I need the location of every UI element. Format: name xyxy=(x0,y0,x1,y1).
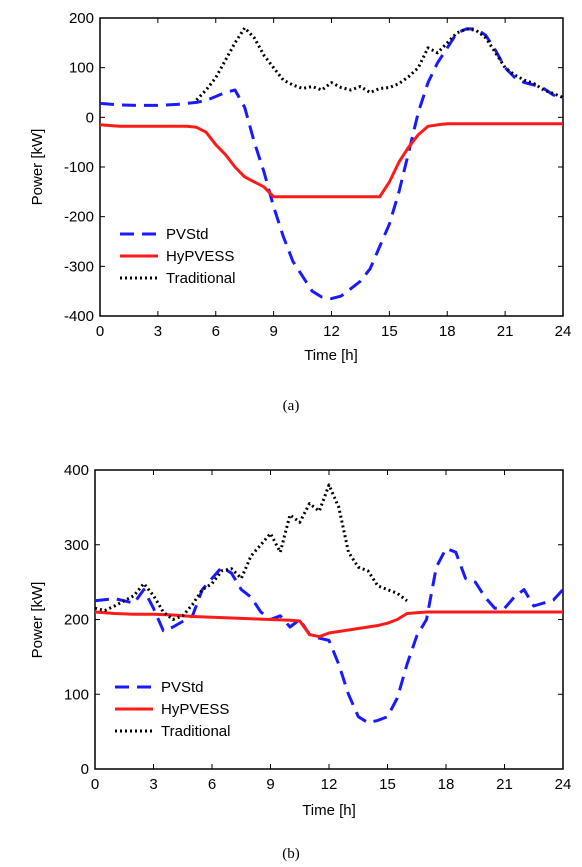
legend-a: PVStd HyPVESS Traditional xyxy=(120,226,235,287)
legend-label-traditional: Traditional xyxy=(166,270,235,287)
series-line-traditional xyxy=(95,483,408,621)
x-tick-label: 24 xyxy=(555,776,572,793)
x-ticks-b: 0 3 6 9 12 15 18 21 24 xyxy=(91,470,572,793)
y-tick-label: 400 xyxy=(64,462,89,479)
y-tick-label: 0 xyxy=(81,761,89,778)
x-tick-label: 18 xyxy=(438,776,455,793)
y-tick-label: -200 xyxy=(64,209,94,226)
series-line-pvstd xyxy=(100,27,563,301)
legend-b: PVStd HyPVESS Traditional xyxy=(115,679,230,740)
series-line-hypvess xyxy=(95,610,563,639)
x-tick-label: 6 xyxy=(212,323,220,340)
x-ticks-a: 0 3 6 9 12 15 18 21 24 xyxy=(96,18,572,340)
x-tick-label: 9 xyxy=(269,323,277,340)
x-tick-label: 15 xyxy=(381,323,398,340)
y-axis-label-a: Power [kW] xyxy=(29,129,46,206)
x-tick-label: 6 xyxy=(208,776,216,793)
x-tick-label: 24 xyxy=(555,323,572,340)
x-tick-label: 0 xyxy=(96,323,104,340)
legend-label-pvstd: PVStd xyxy=(161,679,204,696)
y-axis-label-b: Power [kW] xyxy=(29,582,46,659)
y-tick-label: 300 xyxy=(64,537,89,554)
y-tick-label: 0 xyxy=(86,109,94,126)
legend-label-pvstd: PVStd xyxy=(166,226,209,243)
x-tick-label: 9 xyxy=(266,776,274,793)
series-layer-a xyxy=(100,26,563,301)
caption-a: (a) xyxy=(283,398,300,414)
x-tick-label: 21 xyxy=(496,776,513,793)
x-tick-label: 3 xyxy=(149,776,157,793)
y-tick-label: -100 xyxy=(64,159,94,176)
series-layer-b xyxy=(95,483,563,725)
x-tick-label: 0 xyxy=(91,776,99,793)
x-tick-label: 21 xyxy=(497,323,514,340)
x-tick-label: 12 xyxy=(321,776,338,793)
x-tick-label: 15 xyxy=(379,776,396,793)
series-line-hypvess xyxy=(100,122,563,199)
series-line-traditional xyxy=(195,26,563,102)
y-tick-label: 100 xyxy=(69,60,94,77)
x-tick-label: 18 xyxy=(439,323,456,340)
legend-label-traditional: Traditional xyxy=(161,723,230,740)
chart-b: 0 3 6 9 12 15 18 21 24 0 100 200 300 400 Time [h] Po… xyxy=(29,462,571,862)
chart-a: 0 3 6 9 12 15 18 21 24 -400 -300 -200 -100 0 100 200 T… xyxy=(29,10,571,414)
x-axis-label-b: Time [h] xyxy=(302,802,356,819)
caption-b: (b) xyxy=(282,846,300,862)
y-tick-label: 200 xyxy=(64,612,89,629)
legend-label-hypvess: HyPVESS xyxy=(166,248,234,265)
y-tick-label: 200 xyxy=(69,10,94,27)
y-ticks-a: -400 -300 -200 -100 0 100 200 xyxy=(64,10,563,325)
series-line-pvstd xyxy=(95,547,563,725)
y-ticks-b: 0 100 200 300 400 xyxy=(64,462,563,778)
legend-label-hypvess: HyPVESS xyxy=(161,701,229,718)
x-tick-label: 12 xyxy=(323,323,340,340)
y-tick-label: -400 xyxy=(64,308,94,325)
x-axis-label-a: Time [h] xyxy=(304,347,358,364)
x-tick-label: 3 xyxy=(154,323,162,340)
y-tick-label: -300 xyxy=(64,258,94,275)
y-tick-label: 100 xyxy=(64,686,89,703)
